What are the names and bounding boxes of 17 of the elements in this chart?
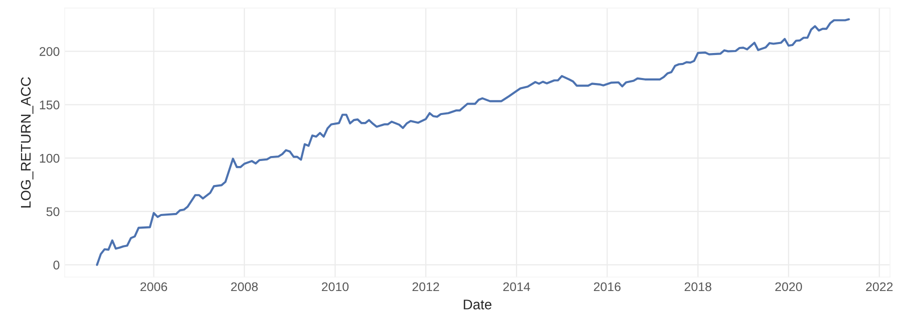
y-tick-label: 200 [40,47,60,56]
x-tick-label: 2010 [322,282,349,292]
x-axis-title: Date [464,300,492,310]
line-series [96,18,850,266]
x-tick-label: 2006 [140,282,168,292]
y-tick-label: 100 [40,154,60,163]
x-tick-label: 2016 [594,282,621,292]
y-axis-title: LOG_RETURN_ACC [20,77,34,208]
y-tick-label: 150 [40,100,60,110]
x-tick-label: 2014 [503,282,530,292]
x-tick-label: 2008 [231,282,258,292]
y-tick-label: 50 [46,207,60,216]
x-tick-label: 2020 [775,282,802,292]
x-tick-label: 2022 [866,282,893,292]
y-tick-label: 0 [53,260,60,270]
x-tick-label: 2018 [684,282,712,292]
x-tick-label: 2012 [412,282,440,292]
